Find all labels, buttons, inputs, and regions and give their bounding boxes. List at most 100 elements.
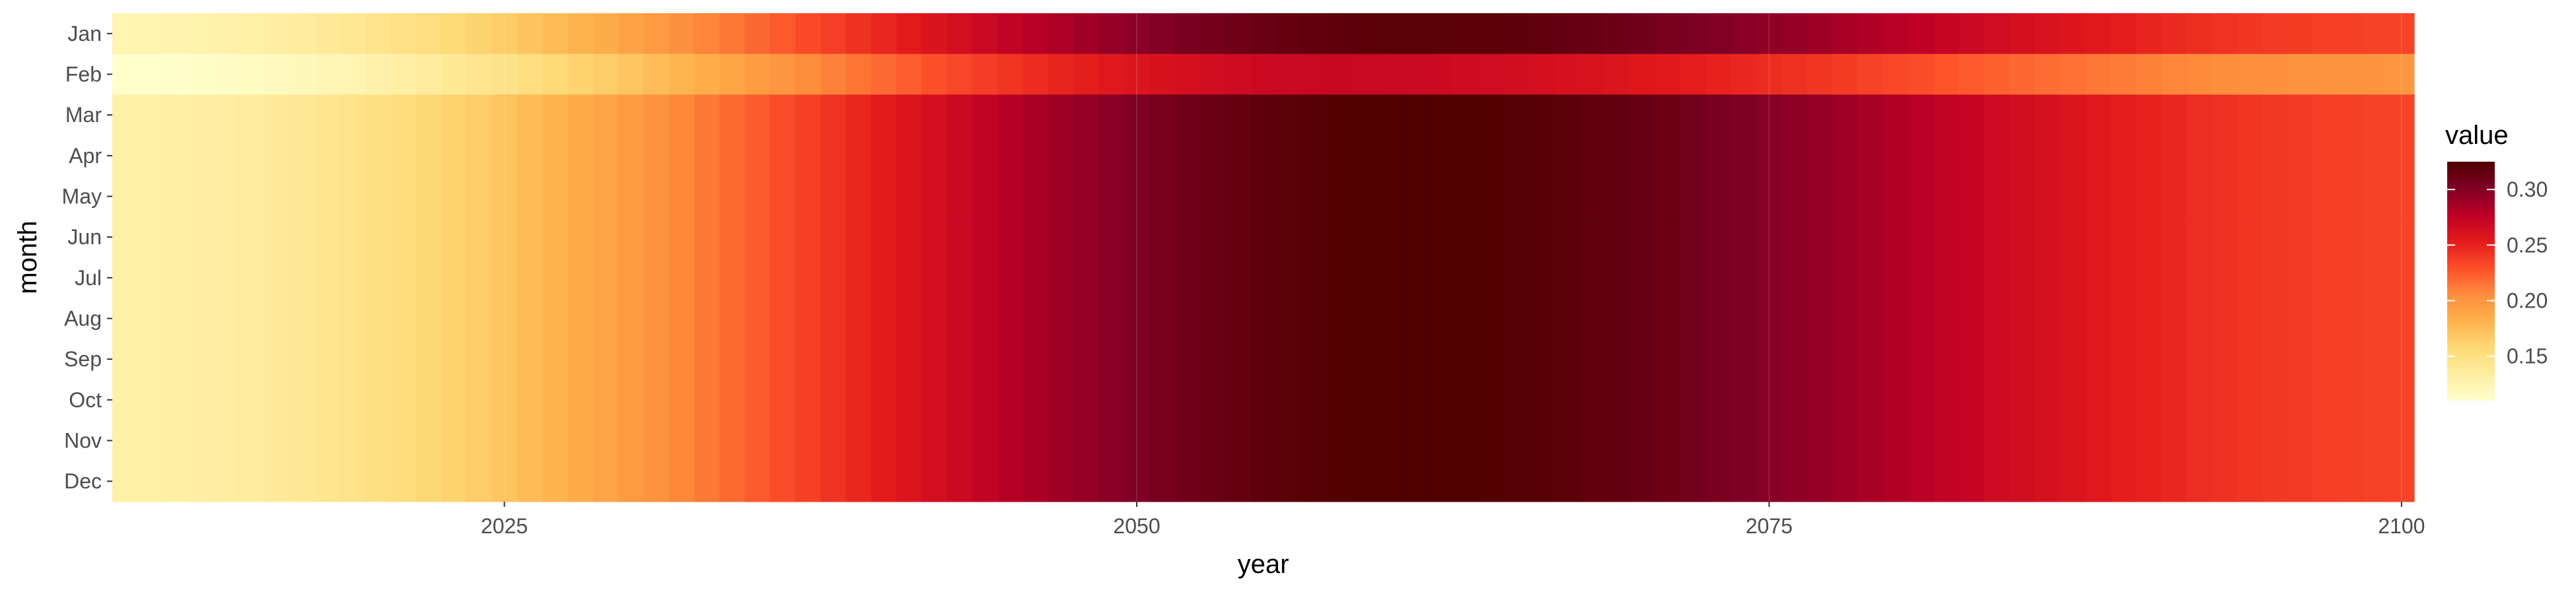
heatmap-cell-aug-2093 [2211, 298, 2238, 339]
heatmap-cell-may-2087 [2059, 176, 2086, 217]
heatmap-cell-nov-2048 [1073, 420, 1100, 461]
heatmap-cell-oct-2054 [1225, 380, 1251, 421]
heatmap-cell-feb-2095 [2262, 53, 2289, 95]
heatmap-cell-may-2085 [2009, 176, 2036, 217]
heatmap-cell-jul-2036 [769, 257, 796, 299]
heatmap-cell-aug-2076 [1781, 298, 1808, 339]
heatmap-cell-dec-2034 [719, 461, 746, 502]
heatmap-cell-may-2044 [972, 176, 998, 217]
heatmap-cell-jun-2021 [390, 216, 417, 258]
heatmap-cell-jan-2091 [2161, 13, 2187, 55]
heatmap-cell-sep-2040 [871, 339, 897, 380]
heatmap-cell-jun-2027 [542, 216, 568, 258]
legend-label-0.15: 0.15 [2507, 345, 2548, 368]
heatmap-cell-jun-2047 [1048, 216, 1074, 258]
heatmap-cell-apr-2067 [1554, 135, 1580, 177]
heatmap-cell-aug-2039 [845, 298, 872, 339]
heatmap-cell-oct-2084 [1984, 380, 2010, 421]
heatmap-cell-jul-2087 [2059, 257, 2086, 299]
heatmap-cell-apr-2018 [314, 135, 341, 177]
heatmap-cell-nov-2071 [1655, 420, 1681, 461]
heatmap-cell-apr-2095 [2262, 135, 2289, 177]
heatmap-cell-dec-2010 [112, 461, 138, 502]
heatmap-cell-mar-2062 [1427, 94, 1454, 136]
heatmap-cell-feb-2056 [1275, 53, 1302, 95]
heatmap-cell-sep-2084 [1984, 339, 2010, 380]
heatmap-cell-jul-2043 [947, 257, 973, 299]
heatmap-cell-mar-2072 [1680, 94, 1707, 136]
heatmap-cell-sep-2072 [1680, 339, 1707, 380]
heatmap-cell-nov-2025 [491, 420, 518, 461]
heatmap-cell-dec-2040 [871, 461, 897, 502]
heatmap-cell-oct-2075 [1756, 380, 1783, 421]
heatmap-cell-aug-2091 [2161, 298, 2187, 339]
heatmap-cell-apr-2051 [1149, 135, 1176, 177]
heatmap-cell-oct-2067 [1554, 380, 1580, 421]
heatmap-cell-jul-2055 [1250, 257, 1277, 299]
heatmap-cell-nov-2036 [769, 420, 796, 461]
heatmap-cell-aug-2070 [1629, 298, 1656, 339]
heatmap-cell-jul-2086 [2034, 257, 2061, 299]
heatmap-cell-aug-2016 [264, 298, 290, 339]
heatmap-cell-jan-2076 [1781, 13, 1808, 55]
heatmap-cell-mar-2075 [1756, 94, 1783, 136]
heatmap-cell-oct-2068 [1579, 380, 1606, 421]
heatmap-cell-oct-2025 [491, 380, 518, 421]
heatmap-cell-jun-2029 [592, 216, 619, 258]
heatmap-cell-jun-2040 [871, 216, 897, 258]
heatmap-cell-jun-2070 [1629, 216, 1656, 258]
heatmap-cell-jun-2069 [1604, 216, 1631, 258]
heatmap-cell-sep-2098 [2338, 339, 2365, 380]
heatmap-cell-apr-2055 [1250, 135, 1277, 177]
heatmap-cell-jul-2068 [1579, 257, 1606, 299]
heatmap-cell-feb-2025 [491, 53, 518, 95]
heatmap-cell-apr-2028 [567, 135, 594, 177]
heatmap-cell-aug-2084 [1984, 298, 2010, 339]
heatmap-cell-nov-2063 [1452, 420, 1479, 461]
heatmap-cell-may-2100 [2388, 176, 2415, 217]
heatmap-cell-sep-2064 [1478, 339, 1504, 380]
heatmap-cell-aug-2073 [1705, 298, 1732, 339]
heatmap-cell-may-2061 [1402, 176, 1429, 217]
heatmap-cell-apr-2035 [744, 135, 771, 177]
heatmap-cell-jun-2051 [1149, 216, 1176, 258]
heatmap-cell-jul-2033 [694, 257, 720, 299]
heatmap-cell-dec-2054 [1225, 461, 1251, 502]
heatmap-cell-apr-2060 [1377, 135, 1403, 177]
heatmap-cell-dec-2075 [1756, 461, 1783, 502]
heatmap-cell-aug-2090 [2135, 298, 2162, 339]
heatmap-cell-dec-2039 [845, 461, 872, 502]
heatmap-cell-sep-2080 [1882, 339, 1909, 380]
heatmap-cell-jul-2026 [517, 257, 543, 299]
heatmap-cell-jan-2075 [1756, 13, 1783, 55]
y-tick-label-apr: Apr [69, 144, 102, 168]
heatmap-cell-aug-2015 [238, 298, 265, 339]
heatmap-cell-feb-2022 [415, 53, 442, 95]
heatmap-cell-apr-2024 [466, 135, 493, 177]
heatmap-cell-dec-2050 [1124, 461, 1150, 502]
heatmap-cell-jul-2022 [415, 257, 442, 299]
heatmap-cell-sep-2074 [1731, 339, 1757, 380]
heatmap-cell-feb-2032 [668, 53, 695, 95]
heatmap-cell-jan-2040 [871, 13, 897, 55]
heatmap-cell-oct-2073 [1705, 380, 1732, 421]
heatmap-cell-feb-2082 [1933, 53, 1960, 95]
heatmap-cell-sep-2092 [2186, 339, 2213, 380]
heatmap-cell-nov-2072 [1680, 420, 1707, 461]
heatmap-cell-nov-2062 [1427, 420, 1454, 461]
heatmap-cell-may-2034 [719, 176, 746, 217]
heatmap-cell-oct-2077 [1807, 380, 1833, 421]
heatmap-cell-aug-2071 [1655, 298, 1681, 339]
heatmap-cell-aug-2054 [1225, 298, 1251, 339]
heatmap-cell-sep-2013 [188, 339, 214, 380]
y-tick-label-jun: Jun [67, 225, 102, 249]
heatmap-cell-jul-2059 [1351, 257, 1378, 299]
heatmap-cell-nov-2026 [517, 420, 543, 461]
heatmap-cell-may-2017 [289, 176, 315, 217]
heatmap-cell-feb-2015 [238, 53, 265, 95]
heatmap-cell-mar-2014 [213, 94, 240, 136]
heatmap-cell-aug-2046 [1022, 298, 1049, 339]
heatmap-cell-feb-2063 [1452, 53, 1479, 95]
heatmap-cell-dec-2014 [213, 461, 240, 502]
heatmap-cell-jul-2019 [340, 257, 366, 299]
